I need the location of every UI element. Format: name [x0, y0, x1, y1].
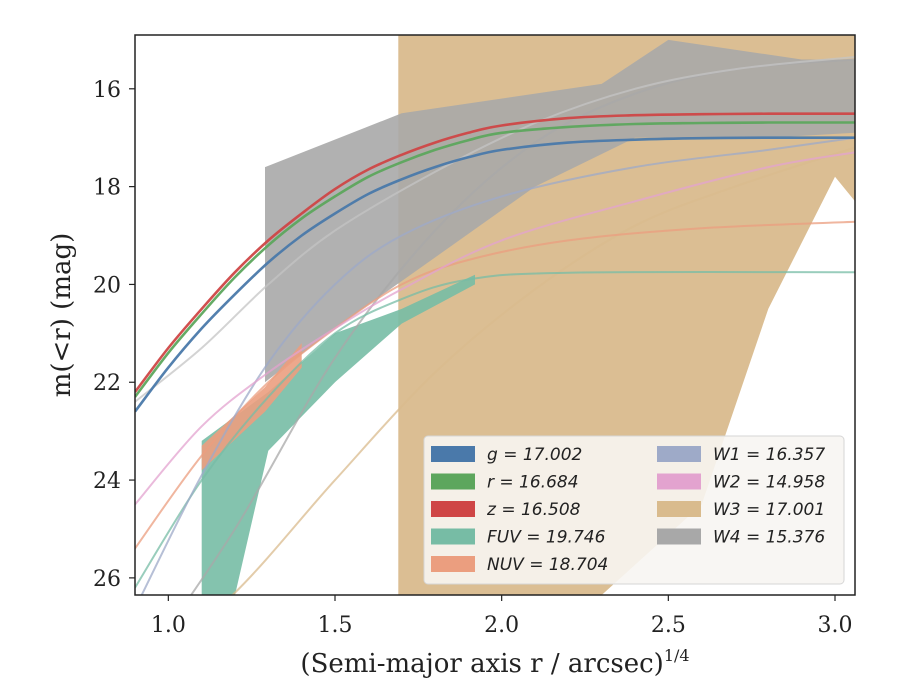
legend-swatch-r [431, 473, 475, 490]
legend-label-fuv: FUV = 19.746 [487, 528, 606, 548]
y-tick-label: 24 [93, 469, 121, 494]
y-tick-label: 22 [93, 371, 121, 396]
x-tick-label: 2.0 [484, 613, 519, 638]
x-axis: 1.0 1.5 2.0 2.5 3.0 [151, 595, 853, 638]
x-tick-label: 1.5 [318, 613, 353, 638]
curve-r [135, 121, 855, 398]
legend-swatch-z [431, 501, 475, 517]
legend-swatch-nuv [431, 556, 475, 572]
legend-swatch-g [431, 446, 475, 462]
profile-curves [135, 56, 855, 595]
curve-g [135, 136, 855, 413]
curve-grey-line [135, 56, 855, 403]
curve-w1 [140, 136, 855, 595]
legend-label-g: g = 17.002 [487, 445, 582, 465]
band-fuv [201, 274, 475, 595]
legend: g = 17.002 r = 16.684 z = 16.508 FUV = 19.7… [423, 435, 845, 585]
curve-fuv [135, 271, 855, 589]
y-tick-label: 18 [93, 176, 121, 201]
legend-box [423, 435, 845, 585]
legend-swatch-w2 [657, 473, 701, 490]
legend-label-w1: W1 = 16.357 [713, 445, 825, 465]
legend-label-w2: W2 = 14.958 [713, 473, 825, 493]
y-axis-label: m(<r) (mag) [47, 233, 77, 398]
y-tick-label: 20 [93, 273, 121, 298]
legend-label-w4: W4 = 15.376 [713, 528, 825, 548]
x-tick-label: 1.0 [151, 613, 186, 638]
x-tick-label: 3.0 [818, 613, 853, 638]
legend-swatch-w3 [657, 501, 701, 517]
legend-swatch-fuv [431, 528, 475, 545]
x-axis-label: (Semi-major axis r / arcsec)1/4 [300, 646, 689, 679]
curve-nuv [135, 220, 855, 550]
x-axis-label-superscript: 1/4 [664, 646, 690, 665]
plot-frame [134, 34, 856, 596]
band-w4 [265, 39, 855, 383]
curve-w2 [135, 151, 855, 506]
legend-swatch-w1 [657, 446, 701, 462]
y-tick-label: 26 [93, 567, 121, 592]
curve-w3 [231, 146, 855, 595]
legend-label-nuv: NUV = 18.704 [487, 555, 608, 575]
legend-label-w3: W3 = 17.001 [713, 500, 825, 520]
legend-label-z: z = 16.508 [486, 500, 581, 520]
curve-z [135, 112, 855, 393]
y-tick-label: 16 [93, 78, 121, 103]
legend-label-r: r = 16.684 [487, 473, 579, 493]
x-tick-label: 2.5 [651, 613, 686, 638]
legend-swatch-w4 [657, 528, 701, 545]
y-axis: 16 18 20 22 24 26 [93, 78, 135, 592]
